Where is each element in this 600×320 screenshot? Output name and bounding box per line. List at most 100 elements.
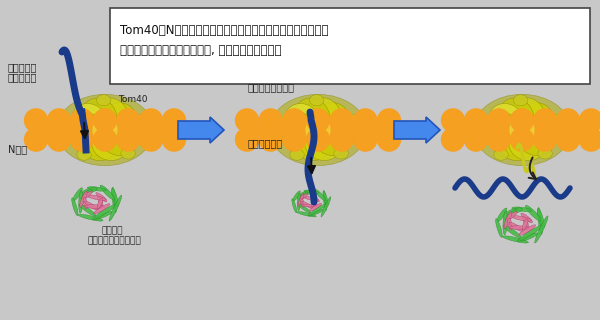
Ellipse shape: [298, 194, 304, 206]
Circle shape: [329, 127, 354, 152]
Circle shape: [487, 108, 511, 132]
Ellipse shape: [521, 213, 533, 223]
Ellipse shape: [87, 195, 106, 200]
Ellipse shape: [518, 225, 536, 236]
Ellipse shape: [346, 114, 361, 125]
Ellipse shape: [302, 204, 317, 207]
Ellipse shape: [497, 126, 535, 161]
Circle shape: [441, 108, 465, 132]
Ellipse shape: [305, 116, 331, 144]
Ellipse shape: [503, 225, 521, 238]
Ellipse shape: [83, 197, 88, 209]
Ellipse shape: [298, 204, 311, 213]
Ellipse shape: [275, 116, 289, 127]
Ellipse shape: [96, 193, 107, 202]
Ellipse shape: [538, 148, 552, 159]
Ellipse shape: [97, 95, 111, 106]
Ellipse shape: [511, 98, 545, 136]
Circle shape: [464, 127, 488, 152]
Circle shape: [377, 108, 401, 132]
Circle shape: [235, 127, 259, 152]
Ellipse shape: [497, 208, 507, 222]
Text: 外（サイトゾル）: 外（サイトゾル）: [248, 82, 295, 92]
Ellipse shape: [538, 209, 544, 228]
Circle shape: [259, 108, 283, 132]
Ellipse shape: [323, 190, 326, 211]
FancyArrow shape: [394, 117, 440, 143]
Ellipse shape: [310, 209, 323, 215]
Ellipse shape: [85, 205, 104, 208]
Circle shape: [353, 127, 377, 152]
Ellipse shape: [314, 189, 326, 201]
Ellipse shape: [494, 149, 508, 160]
Ellipse shape: [484, 112, 521, 148]
Circle shape: [377, 127, 401, 152]
Circle shape: [282, 127, 307, 152]
Ellipse shape: [503, 211, 508, 235]
Ellipse shape: [517, 225, 543, 242]
Ellipse shape: [509, 222, 523, 231]
Ellipse shape: [508, 218, 512, 230]
Circle shape: [47, 108, 71, 132]
Ellipse shape: [512, 207, 532, 212]
Circle shape: [487, 127, 511, 152]
Circle shape: [139, 127, 163, 152]
Ellipse shape: [293, 126, 331, 161]
Text: N末端: N末端: [8, 144, 27, 154]
Circle shape: [162, 108, 186, 132]
Ellipse shape: [498, 98, 534, 135]
Ellipse shape: [92, 126, 130, 161]
Ellipse shape: [92, 204, 117, 220]
Ellipse shape: [87, 187, 106, 191]
Ellipse shape: [512, 216, 532, 221]
Ellipse shape: [97, 198, 103, 208]
Circle shape: [329, 108, 354, 132]
Ellipse shape: [305, 126, 343, 161]
Circle shape: [235, 108, 259, 132]
Ellipse shape: [473, 94, 571, 166]
Circle shape: [70, 108, 94, 132]
Ellipse shape: [79, 204, 96, 216]
FancyArrow shape: [178, 117, 224, 143]
Ellipse shape: [95, 212, 112, 219]
Ellipse shape: [301, 198, 304, 207]
Ellipse shape: [80, 191, 87, 207]
FancyBboxPatch shape: [110, 8, 590, 84]
Ellipse shape: [509, 116, 535, 144]
Circle shape: [24, 127, 48, 152]
Ellipse shape: [550, 114, 565, 125]
Ellipse shape: [312, 199, 316, 207]
Circle shape: [464, 108, 488, 132]
Ellipse shape: [77, 149, 91, 160]
Ellipse shape: [298, 192, 308, 200]
Ellipse shape: [505, 212, 517, 221]
Ellipse shape: [526, 205, 541, 221]
Ellipse shape: [488, 121, 526, 156]
Ellipse shape: [514, 95, 528, 106]
Ellipse shape: [297, 212, 316, 217]
Circle shape: [116, 108, 140, 132]
Ellipse shape: [506, 208, 523, 214]
Ellipse shape: [323, 191, 328, 206]
Ellipse shape: [72, 198, 78, 216]
Bar: [453, 124, 591, 136]
Ellipse shape: [71, 103, 108, 140]
Circle shape: [510, 108, 534, 132]
Circle shape: [556, 127, 580, 152]
Text: タンパク質: タンパク質: [8, 72, 37, 82]
Circle shape: [139, 108, 163, 132]
Ellipse shape: [520, 103, 555, 141]
Ellipse shape: [297, 193, 301, 211]
Ellipse shape: [307, 98, 341, 136]
Ellipse shape: [56, 94, 154, 166]
Ellipse shape: [107, 111, 142, 149]
Ellipse shape: [80, 126, 118, 161]
Ellipse shape: [504, 212, 512, 228]
Text: 内（膜間部）: 内（膜間部）: [248, 138, 283, 148]
Ellipse shape: [94, 98, 128, 136]
Text: Tom40のN末端部分が膜間部で前駆体タンパク質の受取手の: Tom40のN末端部分が膜間部で前駆体タンパク質の受取手の: [120, 24, 329, 37]
Ellipse shape: [299, 194, 308, 200]
Ellipse shape: [280, 112, 317, 148]
Ellipse shape: [100, 185, 115, 200]
Ellipse shape: [292, 199, 297, 213]
